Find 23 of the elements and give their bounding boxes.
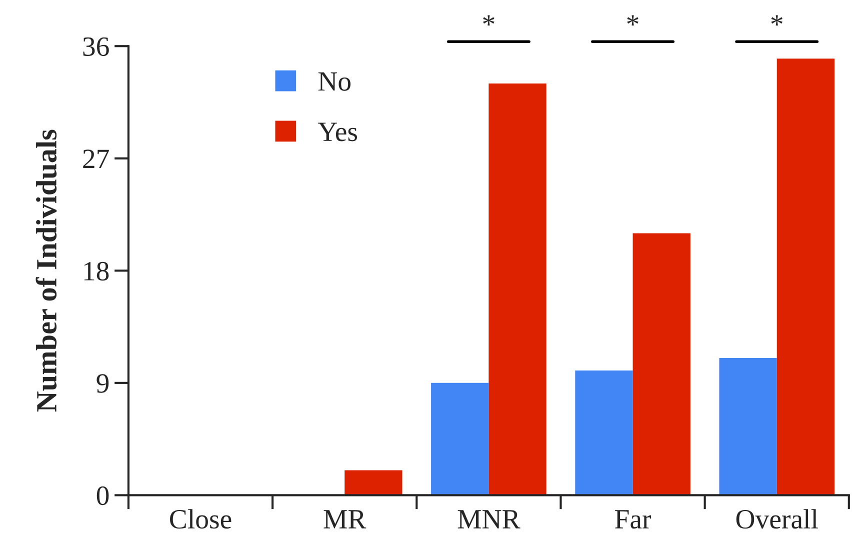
x-tick-label: MNR bbox=[458, 510, 520, 528]
text: * bbox=[627, 15, 638, 26]
y-tick-label: 36 bbox=[83, 37, 109, 56]
text: * bbox=[483, 15, 494, 26]
x-tick-label: Close bbox=[170, 509, 232, 529]
y-axis-title: Number of Individuals bbox=[36, 130, 57, 412]
bar bbox=[431, 382, 489, 496]
bar bbox=[344, 470, 402, 496]
y-tick-label: 9 bbox=[96, 374, 109, 393]
y-tick-label: 18 bbox=[84, 262, 109, 281]
bar bbox=[575, 370, 633, 496]
y-tick-label: 27 bbox=[83, 150, 109, 168]
x-tick-label: Far bbox=[615, 510, 652, 529]
x-tick-label: MR bbox=[324, 510, 366, 528]
legend-label: No bbox=[318, 72, 350, 91]
y-tick-label: 0 bbox=[96, 486, 109, 506]
bar bbox=[632, 233, 690, 496]
x-tick-label: Overall bbox=[736, 509, 818, 529]
bar bbox=[776, 58, 834, 496]
legend-label: Yes bbox=[318, 122, 358, 142]
bar bbox=[719, 358, 777, 496]
text: * bbox=[771, 15, 782, 26]
bar bbox=[488, 84, 546, 496]
